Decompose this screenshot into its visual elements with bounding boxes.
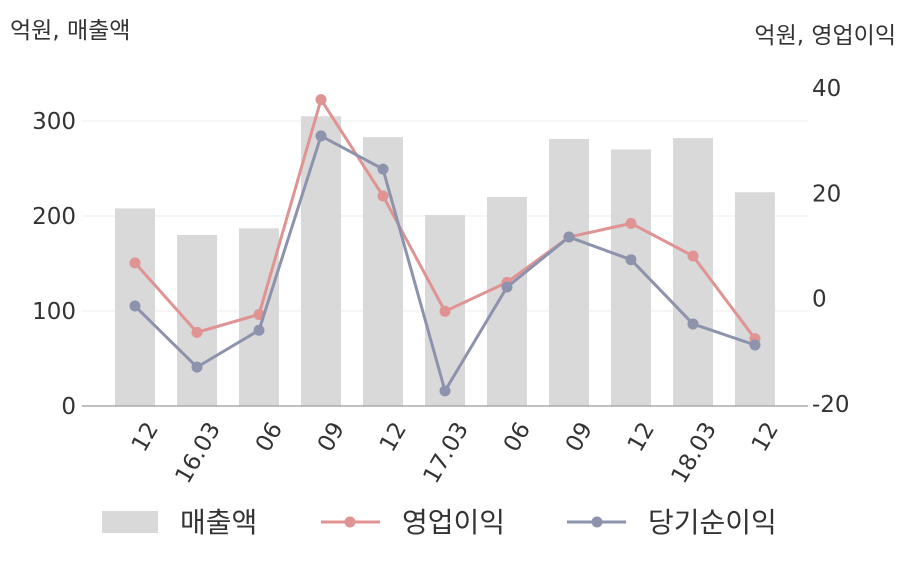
bar-sales-3	[301, 116, 341, 406]
point-net-income-0	[129, 300, 141, 312]
point-operating-profit-4	[377, 190, 389, 202]
point-net-income-7	[563, 231, 575, 243]
left-axis-title: 억원, 매출액	[10, 18, 130, 44]
x-tick-label-3: 09	[313, 418, 350, 456]
x-tick-label-7: 09	[561, 418, 598, 456]
right-tick-label-1: 0	[812, 287, 827, 313]
bar-series-layer	[115, 116, 775, 407]
legend-label-net-income: 당기순이익	[648, 506, 777, 539]
left-tick-label-3: 300	[32, 109, 76, 135]
legend-swatch-sales	[102, 511, 158, 533]
bar-sales-8	[611, 149, 651, 406]
x-axis-ticks: 12 16.03 06 09 12 17.03 06 09 12 18.03 12	[127, 418, 784, 488]
x-tick-label-10: 12	[747, 418, 784, 456]
legend-label-sales: 매출액	[180, 506, 257, 539]
x-tick-label-6: 06	[499, 418, 536, 456]
point-net-income-10	[749, 339, 761, 351]
bar-sales-10	[735, 192, 775, 406]
point-operating-profit-8	[625, 217, 637, 229]
right-tick-label-2: 20	[812, 181, 841, 207]
line-series-layer	[129, 94, 761, 397]
x-tick-label-1: 16.03	[171, 418, 226, 488]
point-net-income-4	[377, 163, 389, 175]
left-tick-label-2: 200	[32, 204, 76, 230]
right-axis-title: 억원, 영업이익	[754, 23, 896, 49]
point-net-income-6	[501, 281, 513, 293]
bar-sales-7	[549, 139, 589, 407]
bar-sales-4	[363, 137, 403, 406]
legend-marker-net-income	[591, 516, 603, 528]
legend-item-operating-profit: 영업이익	[321, 506, 505, 539]
right-tick-label-3: 40	[812, 76, 841, 102]
point-net-income-5	[439, 385, 451, 397]
left-tick-label-1: 100	[32, 299, 76, 325]
point-operating-profit-5	[439, 305, 451, 317]
point-operating-profit-3	[315, 94, 327, 106]
legend-label-operating-profit: 영업이익	[402, 506, 505, 539]
x-tick-label-5: 17.03	[419, 418, 474, 488]
point-net-income-1	[191, 361, 203, 373]
right-axis-ticks: -20 0 20 40	[812, 76, 850, 418]
point-net-income-3	[315, 130, 327, 142]
bar-sales-6	[487, 197, 527, 406]
x-tick-label-9: 18.03	[667, 418, 722, 488]
legend: 매출액 영업이익 당기순이익	[102, 506, 777, 539]
x-tick-label-4: 12	[375, 418, 412, 456]
point-net-income-8	[625, 254, 637, 266]
x-tick-label-2: 06	[251, 418, 288, 456]
point-net-income-9	[687, 318, 699, 330]
point-net-income-2	[253, 324, 265, 336]
point-operating-profit-0	[129, 257, 141, 269]
x-tick-label-8: 12	[623, 418, 660, 456]
right-tick-label-0: -20	[812, 392, 850, 418]
legend-item-net-income: 당기순이익	[567, 506, 777, 539]
point-operating-profit-1	[191, 326, 203, 338]
left-axis-ticks: 0 100 200 300	[32, 109, 76, 420]
left-tick-label-0: 0	[61, 394, 76, 420]
bar-sales-9	[673, 138, 713, 406]
point-operating-profit-9	[687, 250, 699, 262]
bar-sales-1	[177, 235, 217, 406]
legend-item-sales: 매출액	[102, 506, 257, 539]
x-tick-label-0: 12	[127, 418, 164, 456]
legend-marker-operating-profit	[344, 516, 356, 528]
